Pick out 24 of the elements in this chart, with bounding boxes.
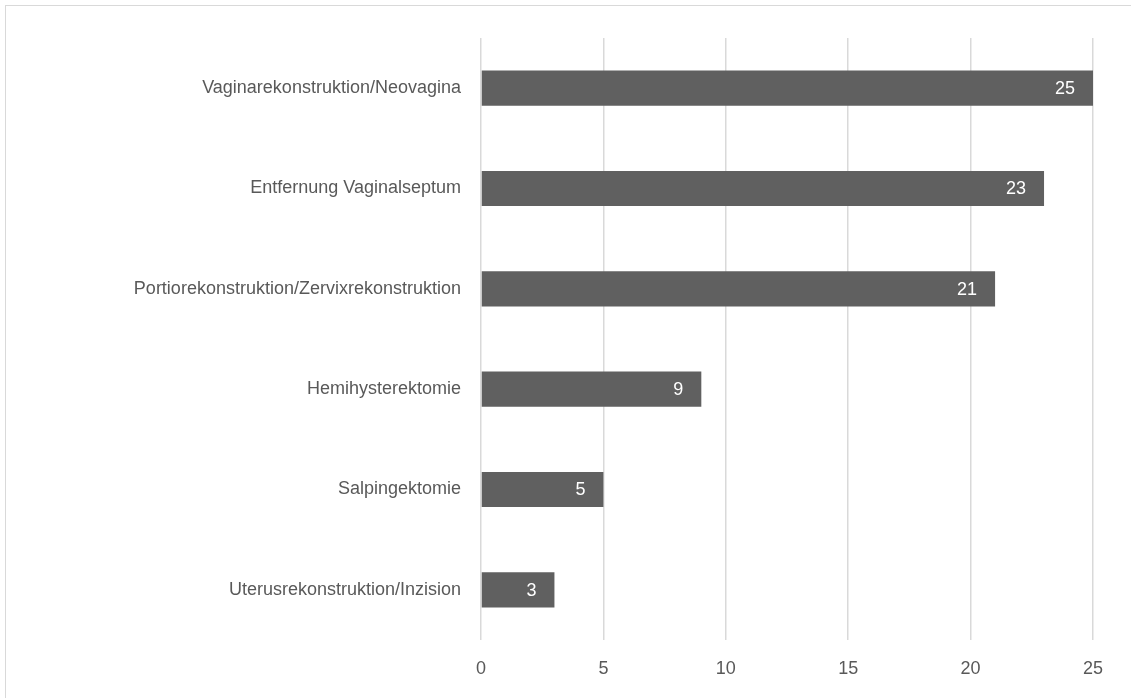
x-tick-label: 0: [475, 657, 487, 678]
y-tick-label: Hemihysterektomie: [306, 378, 461, 399]
bar: [481, 371, 702, 407]
bar: [481, 70, 1093, 106]
data-label: 25: [1054, 78, 1075, 99]
bar: [481, 471, 604, 508]
data-label: 3: [526, 579, 537, 600]
y-tick-label: Uterusrekonstruktion/Inzision: [228, 578, 461, 599]
y-tick-label: Vaginarekonstruktion/Neovagina: [202, 77, 462, 98]
y-tick-label: Salpingektomie: [337, 478, 461, 499]
bar: [481, 271, 996, 307]
x-tick-label: 10: [715, 657, 736, 678]
bar: [481, 170, 1045, 207]
data-label: 5: [575, 479, 586, 500]
x-tick-label: 15: [838, 657, 859, 678]
data-label: 23: [1006, 178, 1027, 199]
bar: [481, 572, 555, 608]
x-tick-label: 20: [960, 657, 981, 678]
y-tick-label: Entfernung Vaginalseptum: [250, 177, 461, 198]
x-tick-label: 5: [598, 657, 609, 678]
y-tick-label: Portiorekonstruktion/Zervixrekonstruktion: [133, 277, 461, 298]
data-label: 21: [957, 278, 978, 299]
x-tick-label: 25: [1082, 657, 1104, 678]
data-label: 9: [673, 379, 684, 400]
